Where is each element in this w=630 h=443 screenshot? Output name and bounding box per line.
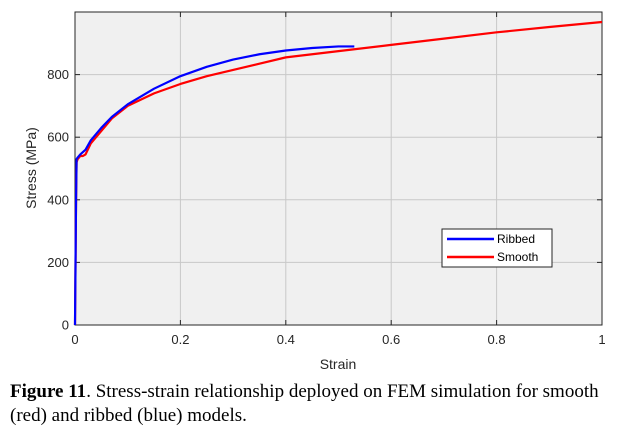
plot-area: [75, 12, 602, 325]
series-line-ribbed: [73, 45, 355, 326]
y-tick-label: 600: [47, 130, 69, 145]
y-tick-label: 400: [47, 192, 69, 207]
x-tick-label: 0: [71, 332, 78, 347]
caption-text: . Stress-strain relationship deployed on…: [10, 381, 599, 426]
legend-label-smooth: Smooth: [497, 250, 538, 264]
x-tick-label: 1: [598, 332, 605, 347]
y-tick-label: 200: [47, 255, 69, 270]
x-tick-label: 0.8: [488, 332, 506, 347]
x-tick-label: 0.4: [277, 332, 295, 347]
legend: Ribbed Smooth: [441, 228, 553, 268]
y-tick-label: 0: [62, 318, 69, 333]
figure-caption: Figure 11. Stress-strain relationship de…: [10, 380, 622, 428]
legend-label-ribbed: Ribbed: [497, 232, 535, 246]
caption-label: Figure 11: [10, 381, 87, 402]
x-tick-label: 0.6: [382, 332, 400, 347]
legend-box: [441, 228, 553, 268]
plot-frame: [74, 11, 603, 326]
y-tick-label: 800: [47, 67, 69, 82]
y-axis-label: Stress (MPa): [23, 127, 39, 209]
x-tick-label: 0.2: [171, 332, 189, 347]
x-axis-label: Strain: [320, 356, 357, 372]
series-lines: [73, 20, 603, 326]
stress-strain-chart: 0 0.2 0.4 0.6 0.8 1 0 200 400 600 800 Stress (MPa)…: [23, 11, 606, 372]
